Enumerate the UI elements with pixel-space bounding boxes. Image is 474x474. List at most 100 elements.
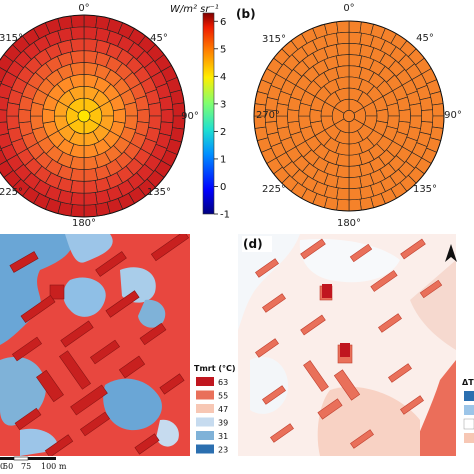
legend-d-swatch xyxy=(464,433,474,443)
building xyxy=(262,385,286,405)
building xyxy=(388,363,412,383)
legend-c-swatch xyxy=(196,390,214,400)
building xyxy=(255,338,279,358)
building xyxy=(20,294,56,324)
polar-cell xyxy=(18,108,32,124)
building xyxy=(333,369,361,401)
scale-label-100: 100 m xyxy=(41,462,67,471)
colorbar-tick-label: 4 xyxy=(220,72,226,83)
polar-cell xyxy=(70,192,85,206)
polar-cell xyxy=(421,109,434,123)
building xyxy=(419,279,443,299)
polar-cell xyxy=(309,108,322,124)
angle-label-a-225: 225° xyxy=(0,187,23,198)
polar-plot-b xyxy=(253,20,445,212)
colorbar-tick-label: 2 xyxy=(220,127,226,138)
building xyxy=(90,339,120,365)
building xyxy=(400,238,426,260)
polar-cell xyxy=(398,109,411,123)
building xyxy=(262,293,286,313)
buildings-d xyxy=(255,238,443,449)
polar-cell xyxy=(336,31,350,45)
polar-plot-a xyxy=(0,14,186,218)
angle-label-b-225: 225° xyxy=(262,184,286,195)
angle-label-b-180: 180° xyxy=(337,218,361,229)
building xyxy=(270,423,294,443)
polar-cell xyxy=(336,187,350,201)
polar-cell xyxy=(348,198,362,212)
building xyxy=(303,360,329,392)
legend-c-label: 47 xyxy=(218,405,228,414)
colorbar-ticks: 6 5 4 3 2 1 0 -1 xyxy=(214,17,230,221)
building xyxy=(59,350,91,390)
building xyxy=(118,355,146,379)
angle-label-b-0: 0° xyxy=(343,3,354,14)
legend-c-swatch xyxy=(196,417,214,427)
colorbar-tick-label: -1 xyxy=(220,210,230,221)
polar-cell xyxy=(431,115,445,129)
polar-cell xyxy=(83,14,98,28)
legend-c: Tmrt (°C) 63 55 47 39 31 23 xyxy=(190,360,236,460)
shade-region xyxy=(103,378,162,431)
polar-cell xyxy=(0,109,8,123)
legend-c-label: 23 xyxy=(218,446,228,455)
legend-c-swatch xyxy=(196,444,214,454)
polar-cell xyxy=(158,95,174,111)
polar-center-cell xyxy=(77,109,91,123)
building xyxy=(95,251,127,277)
panel-d-tag-box xyxy=(242,236,272,252)
angle-label-a-90: 90° xyxy=(181,111,199,122)
shade-region xyxy=(238,234,300,330)
legend-d-title: ΔT xyxy=(462,378,474,387)
panel-d-tag: (d) xyxy=(243,237,263,251)
polar-cell xyxy=(376,108,389,124)
shade-region xyxy=(410,360,456,456)
polar-cell xyxy=(112,108,126,124)
polar-cell xyxy=(70,204,85,218)
colorbar-tick-label: 5 xyxy=(220,44,226,55)
legend-d-swatch xyxy=(464,391,474,401)
colorbar-tick-label: 3 xyxy=(220,99,226,110)
legend-c-swatch xyxy=(196,431,214,440)
angle-label-a-315: 315° xyxy=(0,33,23,44)
polar-cell xyxy=(83,26,98,40)
angle-label-b-270: 270° xyxy=(256,110,280,121)
scale-label-75: 75 xyxy=(21,462,31,471)
polar-cell xyxy=(348,176,362,189)
polar-cell xyxy=(6,115,20,130)
building xyxy=(349,243,373,263)
panel-b-tag: (b) xyxy=(236,7,256,21)
angle-label-b-45: 45° xyxy=(416,33,434,44)
colorbar-tick-label: 0 xyxy=(220,182,226,193)
scale-bar-segment xyxy=(28,457,56,460)
building xyxy=(44,434,74,456)
legend-c-label: 55 xyxy=(218,392,228,401)
buildings-c xyxy=(9,234,190,456)
polar-cell xyxy=(83,192,98,206)
polar-cell xyxy=(70,26,85,40)
shade-region xyxy=(317,386,420,456)
polar-cell xyxy=(70,50,85,65)
building xyxy=(134,433,160,455)
polar-cell xyxy=(160,109,174,123)
legend-c-label: 63 xyxy=(218,378,228,387)
shade-region xyxy=(138,299,166,328)
building xyxy=(139,322,167,346)
shade-region xyxy=(0,356,46,426)
polar-cell xyxy=(70,14,85,28)
angle-label-b-135: 135° xyxy=(413,184,437,195)
scale-bar-segment xyxy=(0,457,14,460)
colorbar-tick-label: 6 xyxy=(220,17,226,28)
building xyxy=(14,407,42,431)
polar-cell xyxy=(70,38,85,52)
building xyxy=(300,238,326,260)
polar-cell xyxy=(148,102,162,117)
polar-cell xyxy=(348,187,362,201)
polar-cell xyxy=(348,164,363,178)
building xyxy=(12,336,42,362)
angle-label-a-0: 0° xyxy=(78,3,89,14)
building xyxy=(60,320,94,348)
legend-d: ΔT xyxy=(460,374,474,460)
building xyxy=(70,384,108,416)
polar-cell xyxy=(42,108,56,124)
